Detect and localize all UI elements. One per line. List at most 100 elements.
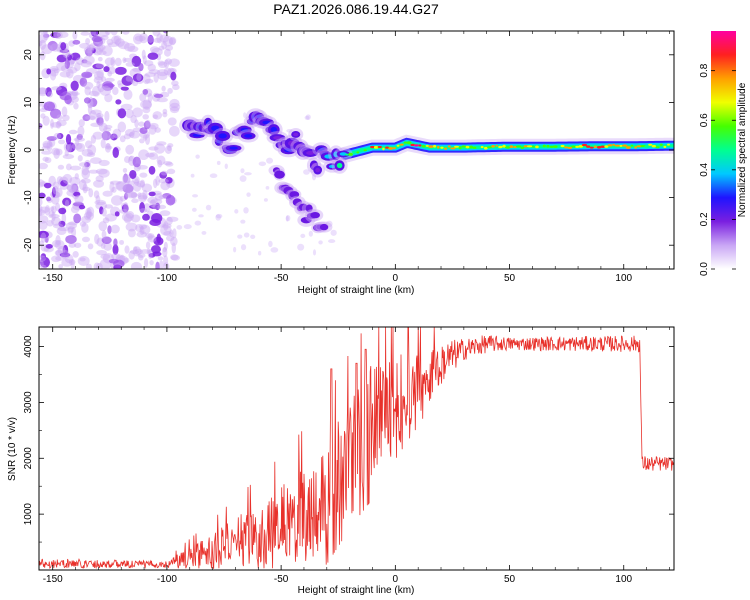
noise-cell — [87, 243, 94, 250]
noise-cell — [97, 56, 103, 62]
signal-blob-core — [363, 149, 367, 152]
noise-cell — [130, 79, 135, 84]
signal-blob-core — [356, 151, 360, 154]
signal-blob-core — [454, 145, 460, 148]
snr-background — [39, 327, 674, 570]
branch-blob — [289, 191, 300, 198]
noise-cell — [123, 257, 130, 263]
noise-cell — [71, 142, 83, 150]
noise-cell — [96, 262, 103, 269]
noise-cell — [94, 233, 100, 245]
noise-cell — [64, 199, 70, 208]
noise-cell — [55, 235, 61, 246]
signal-blob-core — [192, 133, 202, 137]
noise-cell — [159, 210, 171, 217]
noise-cell — [58, 220, 66, 228]
noise-cell — [83, 97, 91, 104]
noise-cell — [50, 216, 62, 226]
noise-cell — [201, 230, 207, 235]
signal-blob-core — [560, 144, 565, 148]
noise-cell — [125, 144, 135, 155]
noise-cell — [157, 71, 168, 81]
noise-cell — [68, 242, 77, 248]
signal-blob-core — [564, 146, 569, 149]
noise-cell — [56, 133, 64, 140]
noise-cell — [162, 246, 167, 253]
noise-cell — [139, 93, 147, 102]
y-tick-label: 10 — [23, 96, 34, 108]
noise-cell — [100, 138, 106, 149]
noise-cell — [167, 117, 177, 126]
noise-cell — [128, 155, 134, 162]
noise-cell — [130, 214, 141, 223]
noise-cell — [167, 87, 173, 94]
noise-cell — [140, 100, 152, 109]
noise-cell — [145, 241, 151, 250]
noise-cell — [67, 225, 75, 233]
noise-cell — [62, 48, 71, 58]
noise-cell — [93, 190, 100, 199]
noise-cell — [58, 264, 64, 269]
noise-cell — [154, 127, 161, 133]
noise-cell — [63, 142, 70, 152]
noise-cell — [82, 114, 91, 122]
noise-cell — [61, 106, 68, 117]
noise-cell — [163, 59, 170, 69]
noise-cell — [70, 183, 77, 192]
noise-cell — [140, 179, 146, 188]
noise-cell — [136, 164, 148, 170]
noise-cell — [158, 194, 168, 200]
noise-cell — [149, 199, 157, 208]
noise-cell — [115, 38, 125, 47]
noise-cell — [289, 199, 294, 204]
noise-cell — [161, 223, 172, 229]
signal-blob-core — [418, 144, 422, 147]
noise-cell — [165, 162, 174, 167]
noise-cell — [266, 157, 274, 164]
noise-cell — [159, 34, 170, 43]
noise-cell — [134, 178, 140, 186]
signal-blob-core — [523, 145, 529, 148]
noise-cell — [39, 33, 48, 43]
signal-blob-core — [336, 162, 343, 169]
noise-cell — [141, 183, 153, 193]
noise-cell — [66, 184, 72, 191]
y-tick-label: -20 — [23, 238, 34, 253]
noise-cell — [124, 129, 135, 137]
noise-cell — [78, 162, 88, 167]
noise-cell — [172, 84, 180, 91]
signal-blob-core — [433, 144, 437, 148]
noise-cell — [71, 89, 79, 97]
noise-cell — [243, 232, 250, 238]
noise-cell — [136, 231, 147, 238]
noise-cell — [98, 122, 108, 133]
signal-blob-core — [392, 147, 396, 150]
noise-cell — [318, 240, 323, 245]
noise-cell — [56, 114, 63, 121]
noise-cell — [82, 183, 88, 194]
noise-cell — [56, 119, 67, 127]
noise-cell — [205, 204, 212, 211]
signal-blob-core — [667, 143, 671, 146]
noise-cell — [113, 238, 118, 247]
noise-cell — [120, 103, 133, 111]
noise-cell — [152, 203, 161, 210]
noise-cell — [149, 204, 161, 210]
noise-cell — [137, 195, 148, 200]
noise-cell — [66, 68, 74, 79]
noise-cell — [243, 207, 249, 214]
noise-cell — [93, 262, 101, 269]
noise-cell — [91, 85, 101, 97]
noise-cell — [53, 31, 63, 40]
noise-cell — [83, 46, 94, 54]
noise-cell — [89, 98, 98, 107]
noise-cell — [86, 210, 92, 220]
noise-cell — [96, 250, 107, 256]
noise-cell — [80, 60, 92, 68]
signal-blob-core — [211, 125, 220, 132]
noise-cell — [98, 159, 110, 167]
noise-cell — [143, 134, 148, 141]
noise-cell — [89, 109, 97, 121]
noise-cell — [103, 87, 111, 92]
signal-blob-core — [655, 146, 660, 149]
